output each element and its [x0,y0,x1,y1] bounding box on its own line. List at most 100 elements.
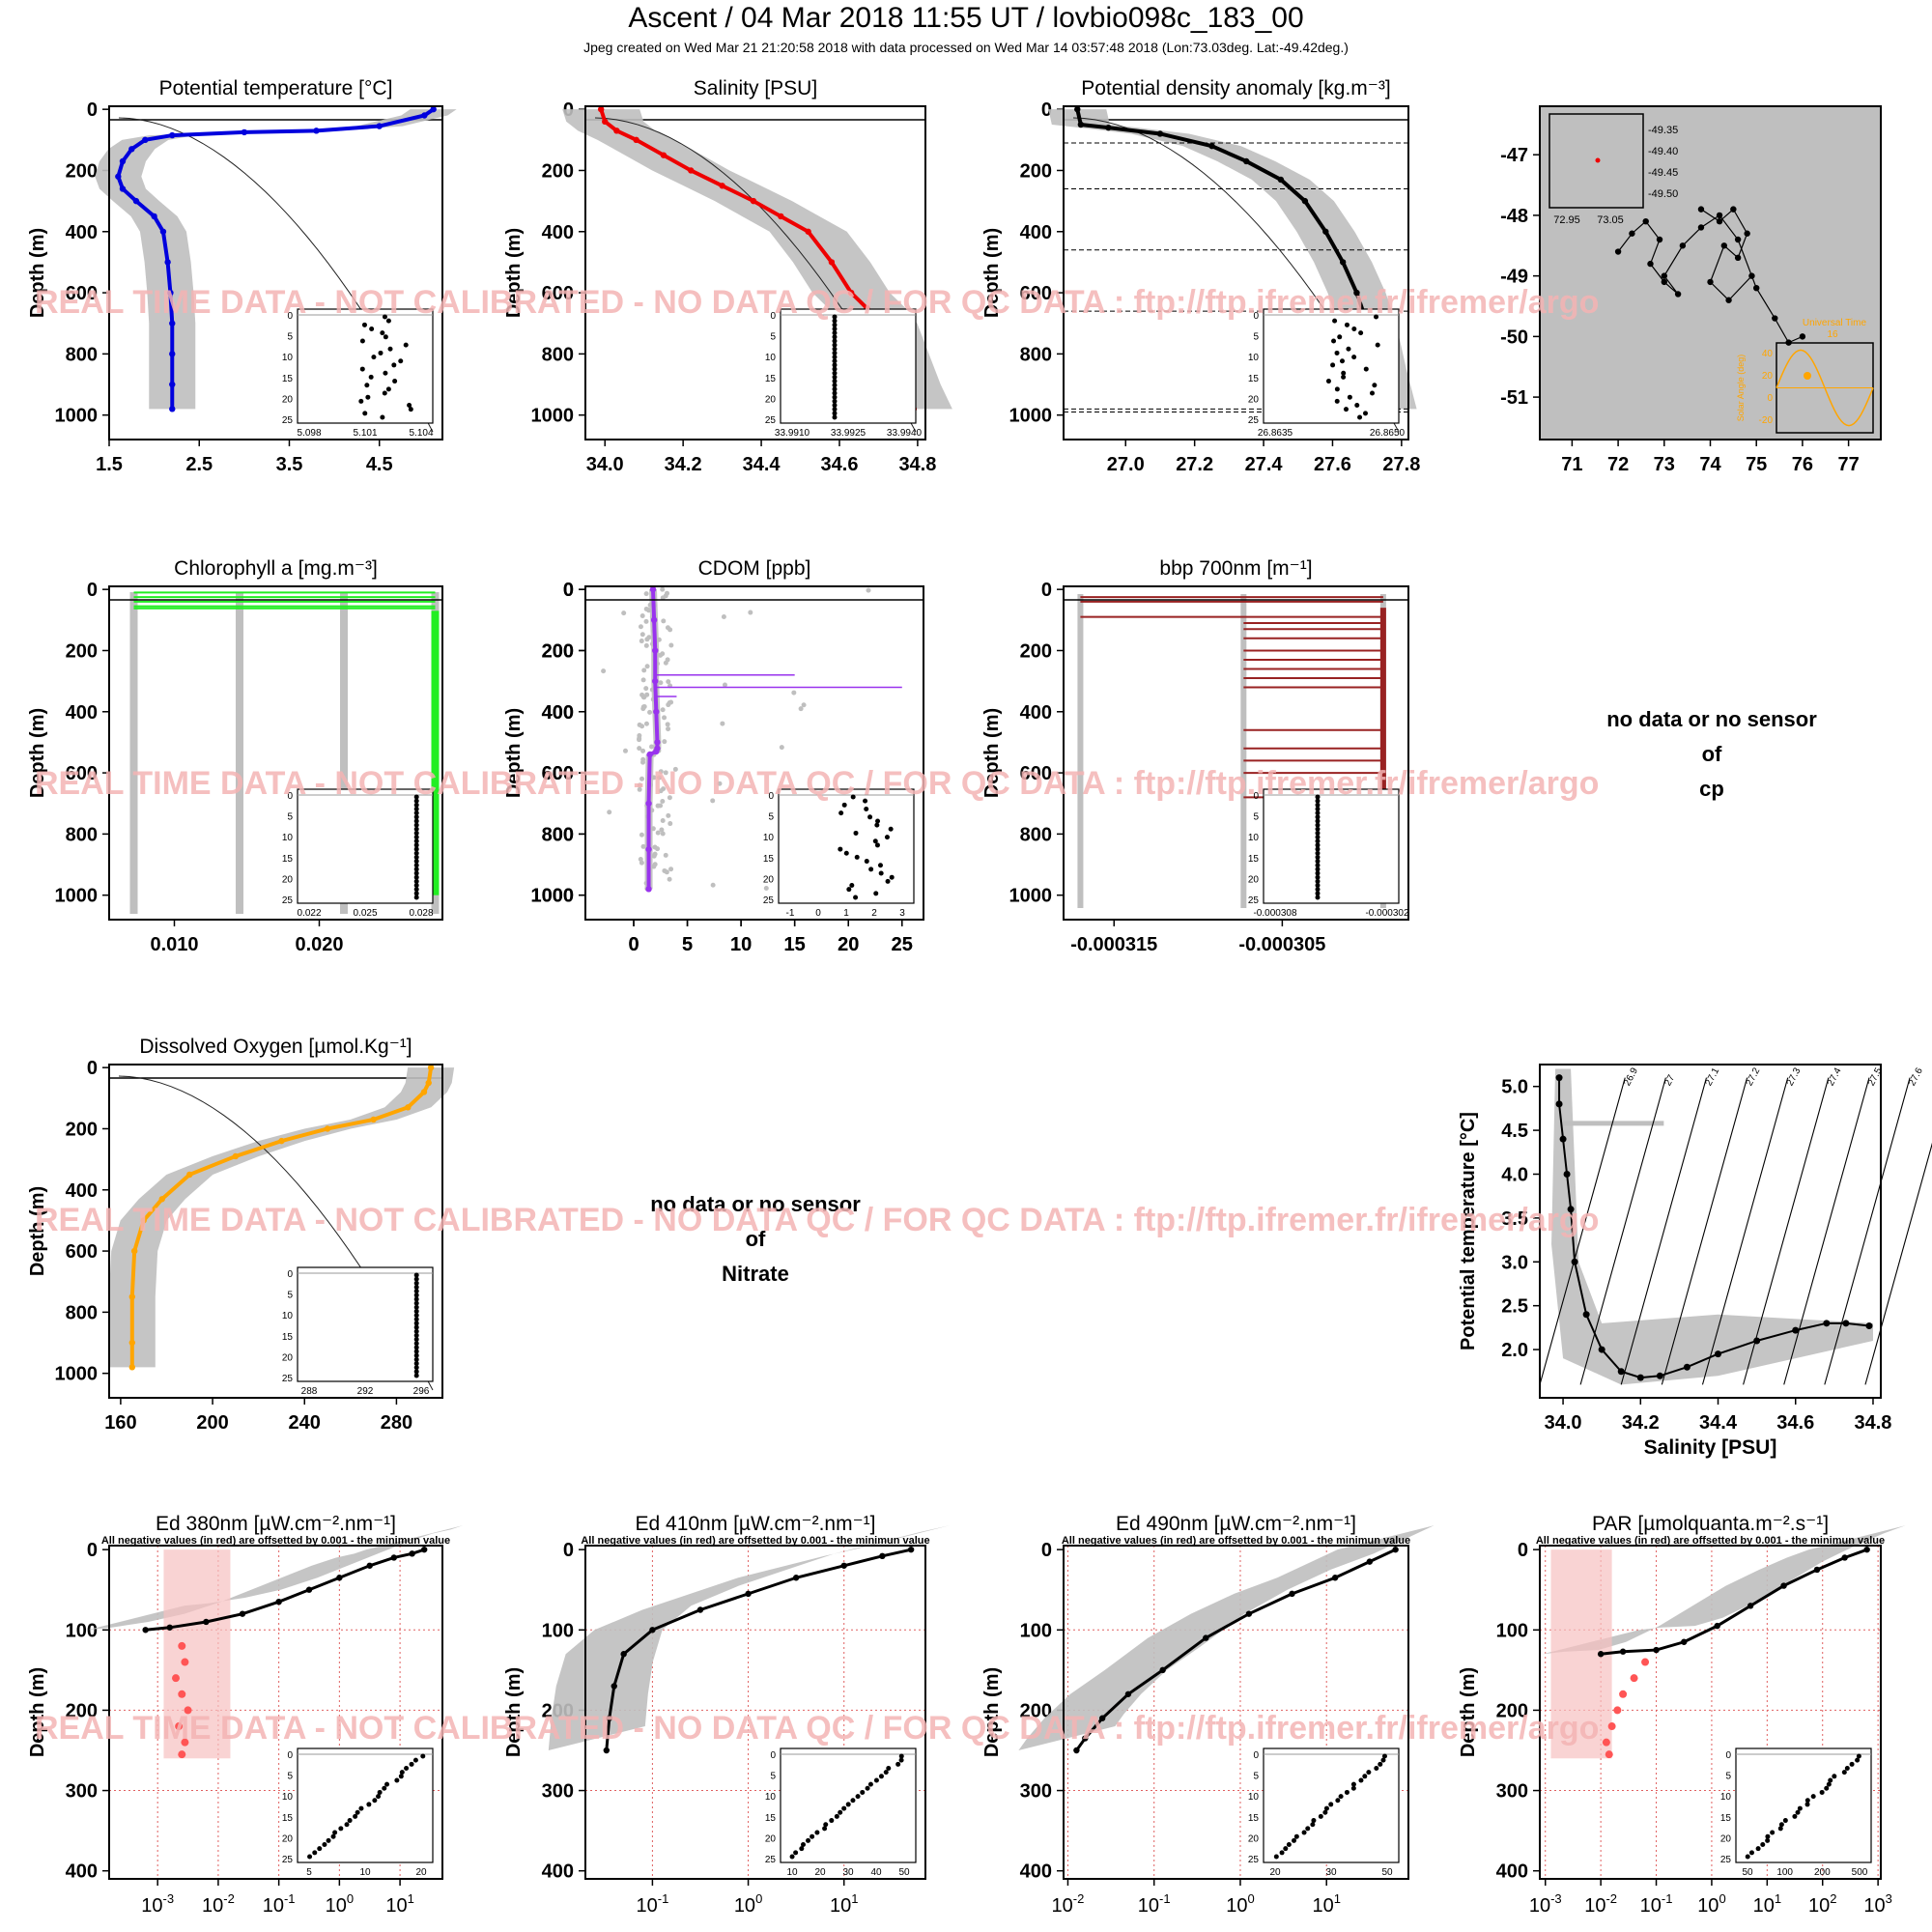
negative-point [181,1738,189,1747]
inset-y-tick: 20 [282,394,294,405]
inset-point [1311,1818,1317,1824]
y-tick-label: -49 [1500,267,1528,288]
inset-x-tick: 1 [843,908,849,919]
inset-point [403,342,409,348]
inset-point [413,1296,419,1302]
y-tick-label: 600 [1020,283,1052,304]
inset-x-tick: -1 [786,908,795,919]
x-tick-label: 0.010 [150,934,198,955]
nodata-cp-line3: cp [1699,777,1724,801]
profile-point [840,1562,847,1569]
inset-frame [297,1747,434,1863]
y-tick-label: 0 [563,1540,574,1561]
zoom-y-tick: -49.40 [1648,146,1678,157]
inset-point [864,806,869,811]
profile-point [603,1747,611,1754]
profile-point [167,289,174,297]
historical-point [639,692,645,697]
float-position [1748,272,1755,279]
historical-point [666,679,671,685]
inset-x-tick: 0.022 [297,908,321,919]
negative-point [178,1641,186,1650]
profile-point [164,259,171,266]
inset-point [832,326,838,331]
inset-point [874,842,880,848]
inset-y-tick: 20 [1720,1833,1732,1844]
y-tick-label: 200 [66,640,98,662]
profile-line [646,589,660,890]
y-tick-label: 300 [1020,1781,1052,1803]
x-tick-label: 71 [1561,454,1582,475]
profile-point [132,197,140,205]
y-tick-label: 100 [542,1620,574,1641]
inset-point [383,334,388,340]
historical-point [658,652,664,658]
inset-point [409,1761,414,1767]
sun-position [1804,372,1811,380]
inset-x-tick: 100 [1776,1867,1793,1878]
sun-y-tick: 20 [1762,371,1774,382]
inset-point [413,794,419,800]
historical-point [660,586,666,592]
inset-x-tick: 10 [359,1867,371,1878]
x-tick-label: 240 [289,1412,321,1434]
plot-frame [1539,1064,1882,1399]
panel-title: PAR [µmolquanta.m⁻².s⁻¹] [1592,1513,1829,1535]
profile-point [241,128,248,136]
inset-frame [780,308,917,424]
profile-point [1392,1546,1399,1553]
y-tick-label: 800 [542,824,574,845]
inset-point [312,1850,318,1856]
x-tick-label: 10-2 [202,1891,235,1917]
historical-point [801,702,807,708]
nodata-nitrate: no data or no sensor of Nitrate [650,1192,861,1286]
y-tick-label: 300 [66,1781,98,1803]
inset-point [1315,798,1321,804]
x-tick-exponent: 2 [1830,1891,1836,1906]
zoom-y-tick: -49.35 [1648,125,1678,136]
historical-column [236,592,243,914]
y-tick-label: 200 [1496,1700,1528,1721]
float-position [1679,242,1687,249]
inset-point [850,794,856,800]
inset-point [886,1765,892,1771]
inset-point [841,802,847,808]
zoom-y-tick: -49.50 [1648,188,1678,200]
x-tick-exponent: -1 [1159,1891,1171,1906]
historical-point [748,610,753,615]
y-axis-label: Depth (m) [27,708,48,798]
profile-point [1077,121,1085,128]
inset-point [1856,1753,1861,1759]
panel-title: Potential density anomaly [kg.m⁻³] [1081,77,1390,99]
x-tick-label: 0.020 [295,934,343,955]
panel-title: Potential temperature [°C] [159,77,393,99]
inset-y-tick: 20 [1248,874,1260,885]
historical-point [665,722,670,727]
plot-frame [108,585,443,921]
nodata-cp-line1: no data or no sensor [1606,707,1817,731]
sun-time-label: Universal Time [1803,318,1867,328]
inset-point [873,1777,879,1783]
y-tick-label: -48 [1500,206,1528,227]
x-tick-label: 34.6 [821,454,859,475]
inset-point [832,390,838,396]
x-tick-label: 10-2 [1584,1891,1617,1917]
historical-point [866,587,871,593]
isopycnal-line [1824,1077,1911,1385]
y-tick-label: 200 [542,640,574,662]
inset-y-tick: 0 [770,1750,776,1761]
profile-point [650,616,658,624]
inset-point [860,1789,866,1795]
y-axis-label: Depth (m) [503,1667,525,1757]
panel-title: Chlorophyll a [mg.m⁻³] [174,557,378,580]
inset-point [1315,887,1321,893]
y-tick-label: 400 [542,702,574,724]
profile-point [1301,197,1309,205]
y-tick-label: 600 [542,763,574,784]
profile-point [828,259,836,266]
x-tick-label: 73 [1654,454,1675,475]
inset-x-tick: 20 [1269,1867,1281,1878]
inset-point [1273,1854,1279,1860]
profile-point [128,1339,135,1347]
inset-y-tick: 5 [287,1291,293,1301]
